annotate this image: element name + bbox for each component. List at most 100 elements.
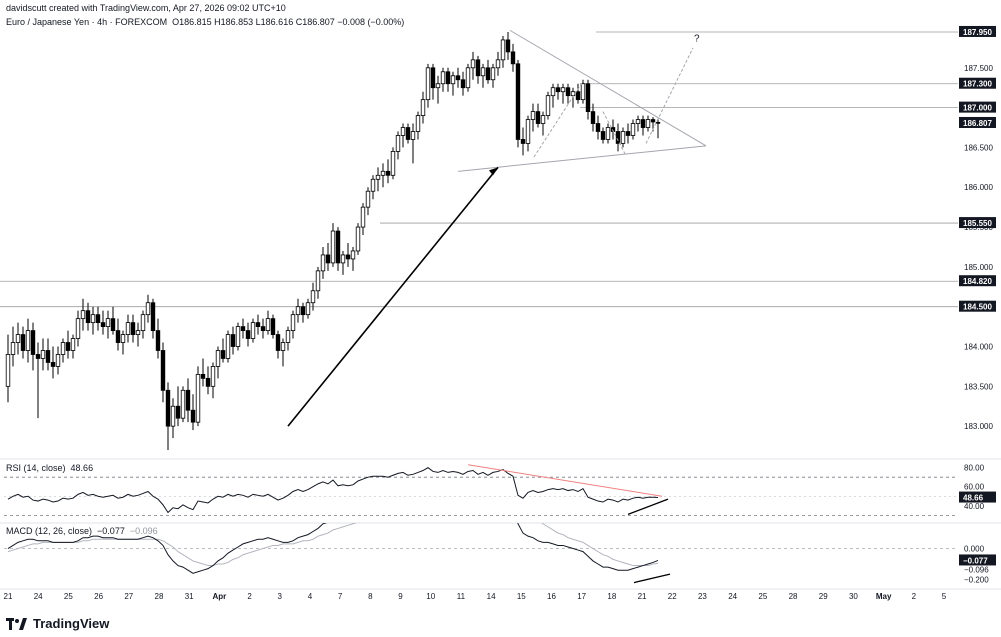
candle — [485, 59, 491, 84]
candle-body — [30, 330, 36, 355]
candle — [560, 83, 566, 104]
candle — [280, 338, 286, 367]
macd-line — [7, 523, 659, 574]
price-badge-label: 187.300 — [963, 80, 992, 89]
macd-value-readout: −0.077 — [97, 526, 125, 536]
candle — [380, 163, 386, 188]
candle — [525, 115, 531, 152]
candle-body — [395, 135, 401, 152]
candle-body — [375, 174, 381, 180]
candle-body — [365, 190, 371, 208]
rsi-value-badge-label: 48.66 — [963, 494, 984, 503]
candle-body — [290, 314, 296, 331]
signal-line — [7, 523, 659, 567]
time-axis-tick-label: 10 — [426, 592, 435, 601]
candle — [490, 63, 496, 88]
breakout-projection-line — [645, 47, 694, 144]
rsi-value-badge — [959, 491, 996, 503]
candle — [535, 103, 541, 128]
candle — [140, 310, 146, 339]
time-axis-tick-label: 17 — [577, 592, 586, 601]
rsi-line — [7, 467, 659, 514]
candle-body — [165, 389, 171, 427]
candle — [40, 338, 46, 371]
candle — [590, 103, 596, 132]
candle — [640, 115, 646, 136]
candle — [185, 378, 191, 423]
candle-body — [415, 115, 421, 132]
candle-body — [340, 254, 346, 264]
candle-body — [580, 83, 586, 101]
candle-body — [70, 338, 76, 351]
candle — [440, 67, 446, 92]
candle-body — [460, 79, 466, 89]
candle-body — [240, 326, 246, 331]
time-axis-tick-label: 31 — [185, 592, 194, 601]
price-axis-tick-label: 186.000 — [964, 183, 993, 192]
candle — [520, 127, 526, 156]
candle-body — [385, 170, 391, 176]
macd-axis-tick-label: −0.200 — [964, 575, 989, 584]
time-axis-tick-label: 21 — [638, 592, 647, 601]
price-badge — [959, 217, 996, 229]
candle — [95, 306, 101, 331]
candle-body — [85, 310, 91, 324]
candle — [330, 223, 336, 267]
tradingview-logo[interactable]: TradingView — [6, 616, 109, 631]
candle — [20, 326, 26, 359]
candle — [620, 127, 626, 148]
candle — [130, 314, 136, 343]
candle-body — [285, 330, 291, 343]
time-axis-tick-label: 16 — [547, 592, 556, 601]
time-axis-tick-label: 24 — [34, 592, 43, 601]
candle-body — [185, 389, 191, 411]
candle-body — [210, 366, 216, 387]
candle-body — [305, 302, 311, 316]
time-axis-tick-label: 24 — [728, 592, 737, 601]
candle — [260, 318, 266, 339]
candle-body — [120, 334, 126, 343]
candle-body — [5, 354, 11, 387]
signal-value-readout: −0.096 — [129, 526, 158, 536]
candle-body — [80, 310, 86, 320]
price-axis-tick-label: 187.500 — [964, 64, 993, 73]
candle-body — [390, 151, 396, 176]
candle-body — [310, 290, 316, 304]
price-badge — [959, 275, 996, 287]
candle-body — [265, 318, 271, 331]
candle-body — [195, 373, 201, 423]
macd-header: MACD (12, 26, close) −0.077 −0.096 — [6, 526, 158, 536]
candle-body — [635, 119, 641, 124]
candle-body — [480, 67, 486, 77]
price-badge — [959, 25, 996, 37]
candle-body — [655, 121, 661, 124]
candle-body — [155, 330, 161, 351]
candle-body — [90, 314, 96, 324]
time-axis-tick-label: 23 — [698, 592, 707, 601]
candle-body — [490, 67, 496, 81]
candle — [220, 338, 226, 363]
candle-body — [180, 389, 186, 419]
rsi-header: RSI (14, close) 48.66 — [6, 463, 93, 473]
candle — [500, 35, 506, 68]
candle-body — [255, 322, 261, 328]
candle-body — [565, 87, 571, 97]
price-axis-tick-label: 185.000 — [964, 263, 993, 272]
candle-body — [175, 405, 181, 419]
rsi-title: RSI (14, close) — [6, 463, 66, 473]
macd-axis-tick-label: 0.000 — [964, 545, 985, 554]
candle-body — [405, 127, 411, 140]
candle-body — [95, 314, 101, 324]
candle — [445, 67, 451, 92]
candle-body — [555, 87, 561, 93]
candle — [475, 55, 481, 84]
candle — [395, 131, 401, 160]
candle-body — [545, 95, 551, 116]
candle-body — [105, 318, 111, 328]
candle — [350, 246, 356, 271]
candle-body — [145, 302, 151, 316]
candle — [605, 123, 611, 144]
candle-body — [455, 75, 461, 81]
candle-body — [370, 178, 376, 192]
